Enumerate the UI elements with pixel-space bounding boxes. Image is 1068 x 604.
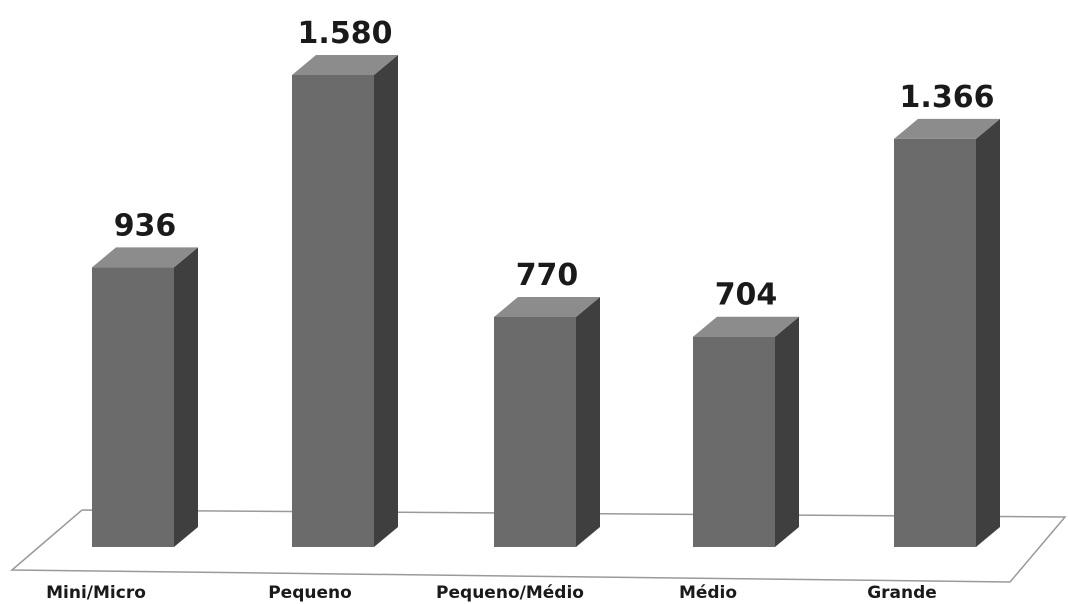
bar-top-face	[894, 118, 1000, 139]
bar	[693, 316, 799, 547]
bar-side-face	[174, 247, 198, 547]
chart-floor	[10, 509, 1067, 583]
bar-top-face	[92, 247, 198, 268]
bar-top-face	[494, 296, 600, 317]
bar	[92, 247, 198, 547]
bar	[292, 55, 398, 547]
data-label: 704	[715, 278, 778, 313]
bar-side-face	[576, 296, 600, 547]
bar-front-face	[894, 138, 976, 547]
labels-layer: 936 Mini/Micro 1.580 Pequeno 770 Pequeno/Médi…	[46, 16, 994, 603]
x-tick-label: Pequeno/Médio	[436, 583, 584, 603]
data-label: 936	[114, 208, 177, 243]
x-tick-label: Mini/Micro	[46, 583, 146, 603]
data-label: 1.580	[298, 16, 393, 51]
bar-front-face	[92, 267, 174, 547]
bar	[494, 296, 600, 547]
bar-top-face	[693, 316, 799, 337]
x-tick-label: Médio	[679, 583, 737, 603]
bar-side-face	[374, 55, 398, 547]
bar-front-face	[292, 75, 374, 547]
x-tick-label: Pequeno	[268, 583, 352, 603]
bar-top-face	[292, 55, 398, 75]
bar-front-face	[693, 336, 775, 547]
data-label: 1.366	[900, 80, 995, 115]
x-tick-label: Grande	[867, 583, 937, 603]
bar-front-face	[494, 316, 576, 547]
bar-side-face	[775, 316, 799, 547]
data-label: 770	[516, 258, 579, 293]
bar-side-face	[976, 118, 1000, 548]
bar	[894, 118, 1000, 548]
bars-layer	[92, 55, 1000, 548]
